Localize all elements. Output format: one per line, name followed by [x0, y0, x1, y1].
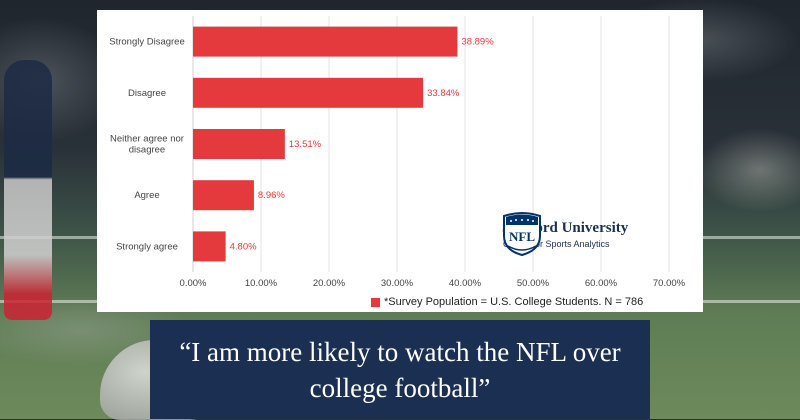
samford-brand: Samford University Center for Sports Ana…: [502, 210, 692, 258]
bar: [193, 180, 254, 211]
legend-label: *Survey Population = U.S. College Studen…: [384, 296, 644, 308]
x-tick-label: 60.00%: [585, 278, 618, 289]
data-label: 13.51%: [289, 139, 322, 150]
x-tick-label: 70.00%: [653, 278, 686, 289]
data-label: 8.96%: [258, 190, 285, 201]
chart-panel: 0.00% 10.00% 20.00% 30.00% 40.00% 50.00% 60.00…: [97, 10, 703, 312]
category-label-line: Strongly agree: [116, 241, 178, 252]
x-tick-label: 0.00%: [180, 278, 207, 289]
quote-text: “I am more likely to watch the NFL over …: [150, 334, 650, 406]
bar: [193, 26, 458, 57]
quote-line-1: “I am more likely to watch the NFL over: [179, 337, 621, 367]
x-tick-label: 50.00%: [517, 278, 550, 289]
quote-line-2: college football”: [309, 373, 491, 403]
data-label: 38.89%: [461, 37, 494, 48]
category-label: Strongly agree: [116, 241, 178, 252]
shield-bottom: [507, 245, 537, 251]
quote-box: “I am more likely to watch the NFL over …: [150, 320, 650, 419]
category-label-line: Neither agree nor: [110, 134, 184, 145]
player-silhouette: [4, 60, 52, 320]
category-label: Strongly Disagree: [109, 37, 185, 48]
legend: *Survey Population = U.S. College Studen…: [371, 296, 643, 308]
bar: [193, 231, 226, 262]
category-label-line: Agree: [134, 190, 159, 201]
brand-subtitle: Center for Sports Analytics: [503, 239, 610, 249]
category-label: Agree: [134, 190, 159, 201]
category-label: Disagree: [128, 88, 166, 99]
x-tick-label: 30.00%: [381, 278, 414, 289]
data-label: 4.80%: [230, 241, 257, 252]
shield-stars: [510, 219, 534, 222]
x-tick-label: 20.00%: [313, 278, 346, 289]
legend-swatch: [371, 297, 380, 307]
bar: [193, 129, 285, 159]
nfl-shield-logo: NFL: [503, 212, 541, 256]
category-label-line: disagree: [129, 145, 165, 156]
x-tick-label: 10.00%: [245, 278, 278, 289]
shield-text: NFL: [509, 229, 535, 244]
category-label-line: Strongly Disagree: [109, 37, 185, 48]
bar: [193, 77, 424, 108]
x-tick-label: 40.00%: [449, 278, 482, 289]
data-label: 33.84%: [427, 88, 460, 99]
category-label: Neither agree nor disagree: [110, 134, 184, 156]
category-label-line: Disagree: [128, 88, 166, 99]
bar-chart: 0.00% 10.00% 20.00% 30.00% 40.00% 50.00% 60.00…: [109, 16, 686, 289]
